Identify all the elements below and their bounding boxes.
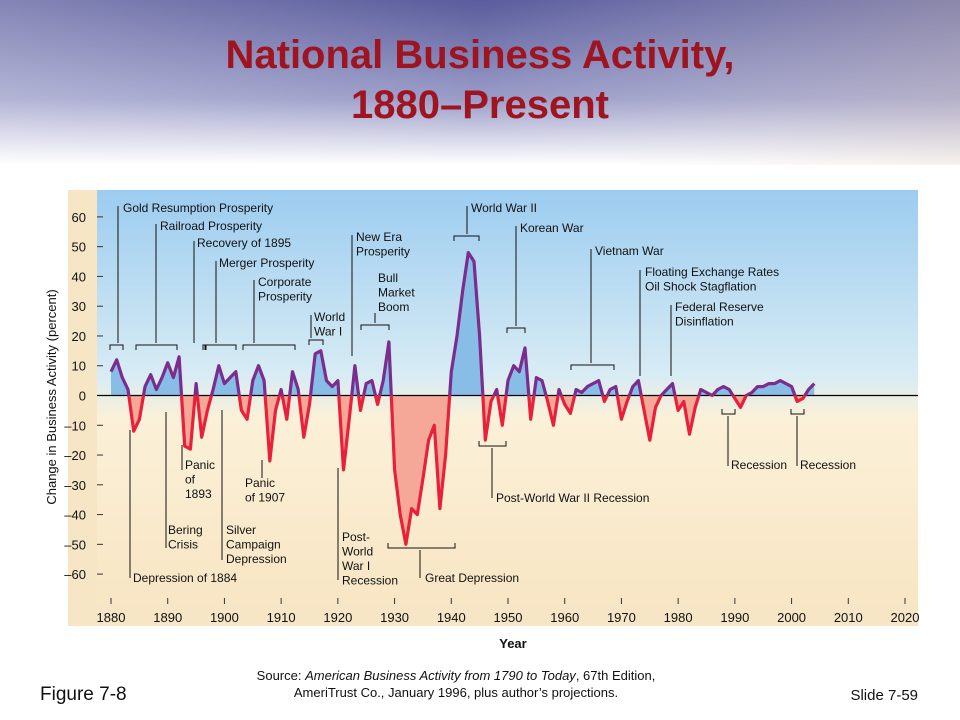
annotation: Vietnam War bbox=[595, 244, 664, 258]
annotation: Panic bbox=[245, 476, 275, 490]
y-tick-label: –60 bbox=[64, 567, 86, 582]
annotation: Depression of 1884 bbox=[133, 571, 237, 585]
annotation: Disinflation bbox=[675, 315, 734, 329]
area bbox=[111, 252, 815, 545]
x-tick-label: 2000 bbox=[777, 610, 806, 625]
y-tick-label: –40 bbox=[64, 508, 86, 523]
annotation: World bbox=[314, 310, 345, 324]
annotation-bracket bbox=[478, 441, 507, 447]
annotation: Prosperity bbox=[258, 290, 312, 304]
annotation: Bull bbox=[378, 271, 398, 285]
annotation: 1893 bbox=[185, 487, 212, 501]
annotation: Recession bbox=[342, 574, 398, 588]
x-tick-label: 1910 bbox=[267, 610, 296, 625]
annotation: Oil Shock Stagflation bbox=[645, 280, 756, 294]
annotation: Great Depression bbox=[425, 571, 519, 585]
annotation-bracket bbox=[790, 409, 805, 415]
y-tick-label: 0 bbox=[79, 389, 86, 404]
annotation: of 1907 bbox=[245, 491, 285, 505]
annotation: Silver bbox=[226, 523, 256, 537]
annotation-bracket bbox=[506, 327, 526, 333]
source-rest: , 67th Edition, bbox=[576, 668, 656, 683]
x-tick-label: 1900 bbox=[210, 610, 239, 625]
annotation: Corporate bbox=[258, 275, 312, 289]
annotation: Recession bbox=[731, 458, 787, 472]
annotation-bracket bbox=[387, 543, 456, 549]
y-tick-label: 10 bbox=[72, 359, 86, 374]
x-tick-label: 1890 bbox=[153, 610, 182, 625]
annotation: Recession bbox=[800, 458, 856, 472]
annotation-bracket bbox=[204, 344, 237, 350]
slide-number: Slide 7-59 bbox=[850, 687, 918, 704]
annotation-bracket bbox=[453, 235, 480, 241]
x-tick-label: 1940 bbox=[437, 610, 466, 625]
annotation-bracket bbox=[135, 344, 178, 350]
annotation: Recovery of 1895 bbox=[197, 236, 291, 250]
annotation: Prosperity bbox=[356, 245, 410, 259]
figure-label: Figure 7-8 bbox=[40, 684, 127, 705]
source-title: American Business Activity from 1790 to … bbox=[304, 668, 577, 683]
title: National Business Activity, bbox=[225, 33, 734, 77]
y-tick-label: –20 bbox=[64, 448, 86, 463]
x-tick-label: 2020 bbox=[891, 610, 920, 625]
x-tick-label: 1980 bbox=[664, 610, 693, 625]
source: AmeriTrust Co., January 1996, plus autho… bbox=[294, 685, 618, 700]
annotation: Korean War bbox=[520, 221, 584, 235]
annotation: World War II bbox=[471, 201, 537, 215]
y-tick-label: –50 bbox=[64, 537, 86, 552]
annotation: Post-World War II Recession bbox=[496, 491, 649, 505]
annotation: Post- bbox=[342, 530, 370, 544]
header-overlay bbox=[0, 0, 960, 165]
source-prefix: Source: bbox=[257, 668, 305, 683]
annotation-bracket bbox=[109, 344, 124, 350]
x-tick-label: 1960 bbox=[550, 610, 579, 625]
annotation: of bbox=[185, 473, 196, 487]
y-axis-label: Change in Business Activity (percent) bbox=[44, 289, 59, 504]
x-tick-label: 1880 bbox=[97, 610, 126, 625]
annotation: World bbox=[342, 545, 373, 559]
annotation: Federal Reserve bbox=[675, 300, 764, 314]
annotation-bracket bbox=[360, 324, 390, 330]
line bbox=[109, 251, 816, 546]
annotation: Gold Resumption Prosperity bbox=[123, 201, 273, 215]
y-tick-label: 40 bbox=[72, 269, 86, 284]
annotation: Bering bbox=[168, 523, 203, 537]
annotation: Campaign bbox=[226, 538, 281, 552]
x-axis-label: Year bbox=[499, 636, 526, 651]
annotation-bracket bbox=[721, 409, 736, 415]
y-tick-label: 60 bbox=[72, 210, 86, 225]
annotation-bracket bbox=[242, 344, 296, 350]
x-tick-label: 2010 bbox=[834, 610, 863, 625]
annotation: War I bbox=[314, 325, 342, 339]
annotation: Market bbox=[378, 286, 415, 300]
x-tick-label: 1950 bbox=[494, 610, 523, 625]
y-tick-label: –30 bbox=[64, 478, 86, 493]
annotation: Panic bbox=[185, 458, 215, 472]
y-tick-label: –10 bbox=[64, 418, 86, 433]
annotation: War I bbox=[342, 559, 370, 573]
annotation-bracket bbox=[570, 364, 615, 370]
y-tick-label: 50 bbox=[72, 240, 86, 255]
x-tick-label: 1920 bbox=[323, 610, 352, 625]
annotation: Depression bbox=[226, 552, 287, 566]
annotation: Floating Exchange Rates bbox=[645, 265, 779, 279]
annotation: Boom bbox=[378, 300, 409, 314]
source: Source: American Business Activity from … bbox=[257, 668, 656, 683]
y-tick-label: 20 bbox=[72, 329, 86, 344]
title: 1880–Present bbox=[351, 83, 609, 127]
annotation-bracket bbox=[308, 339, 324, 345]
annotation: Merger Prosperity bbox=[219, 256, 314, 270]
x-tick-label: 1930 bbox=[380, 610, 409, 625]
annotation: Railroad Prosperity bbox=[160, 219, 262, 233]
x-tick-label: 1970 bbox=[607, 610, 636, 625]
annotation: New Era bbox=[356, 230, 402, 244]
y-tick-label: 30 bbox=[72, 299, 86, 314]
annotation: Crisis bbox=[168, 538, 198, 552]
x-tick-label: 1990 bbox=[720, 610, 749, 625]
